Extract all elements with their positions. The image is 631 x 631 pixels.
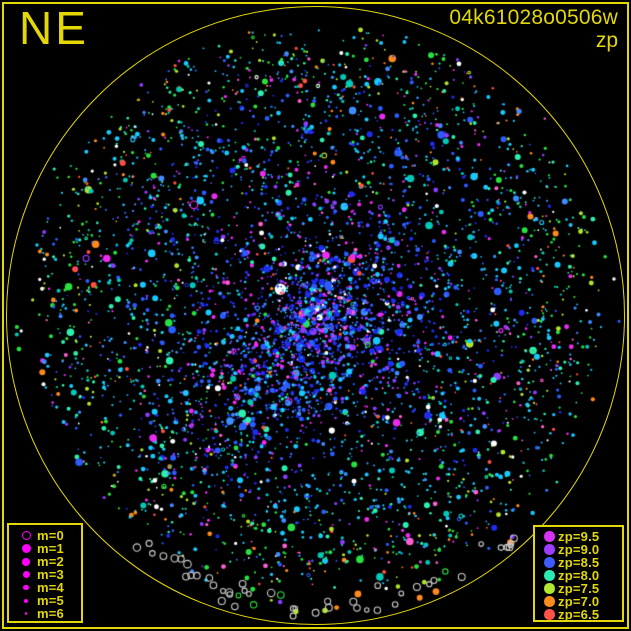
legend-label: m=3 <box>37 567 64 582</box>
zp-marker-6 <box>544 609 555 620</box>
legend-label: zp=8.0 <box>558 568 600 583</box>
legend-row: zp=8.0 <box>541 569 622 582</box>
marker-cell <box>541 531 558 542</box>
legend-row: m=3 <box>15 568 81 581</box>
legend-label: zp=8.5 <box>558 555 600 570</box>
marker-cell <box>15 612 37 615</box>
zp-marker-2 <box>544 557 555 568</box>
m-marker-1 <box>21 544 31 553</box>
marker-cell <box>15 571 37 578</box>
zp-marker-3 <box>544 570 555 581</box>
legend-label: zp=7.5 <box>558 581 600 596</box>
legend-row: zp=7.0 <box>541 595 622 608</box>
legend-row: zp=6.5 <box>541 608 622 621</box>
orientation-label: NE <box>19 2 89 54</box>
plot-title: 04k61028o0506w <box>449 6 618 29</box>
legend-label: zp=9.0 <box>558 542 600 557</box>
m-marker-6 <box>24 612 28 615</box>
marker-cell <box>15 584 37 591</box>
field-boundary-circle <box>6 6 625 625</box>
legend-label: m=2 <box>37 554 64 569</box>
m-marker-3 <box>22 571 30 578</box>
marker-cell <box>541 609 558 620</box>
legend-row: m=2 <box>15 555 81 568</box>
zp-marker-4 <box>544 583 555 594</box>
legend-row: m=4 <box>15 581 81 594</box>
legend-label: m=5 <box>37 593 64 608</box>
legend-row: zp=9.0 <box>541 543 622 556</box>
legend-row: m=6 <box>15 607 81 620</box>
m-marker-2 <box>22 557 30 566</box>
magnitude-legend: m=0 m=1 m=2 m=3 m=4 m=5 m=6 <box>7 523 83 623</box>
marker-cell <box>15 598 37 603</box>
marker-cell <box>541 596 558 607</box>
marker-cell <box>541 583 558 594</box>
zp-marker-1 <box>544 544 555 555</box>
marker-cell <box>15 557 37 566</box>
legend-row: zp=7.5 <box>541 582 622 595</box>
m-marker-5 <box>24 598 28 603</box>
zeropoint-legend: zp=9.5 zp=9.0 zp=8.5 zp=8.0 zp=7.5 zp=7.… <box>533 525 624 622</box>
marker-cell <box>541 570 558 581</box>
legend-label: zp=7.0 <box>558 594 600 609</box>
zp-marker-5 <box>544 596 555 607</box>
legend-label: zp=9.5 <box>558 529 600 544</box>
legend-row: m=0 <box>15 529 81 542</box>
legend-row: zp=8.5 <box>541 556 622 569</box>
marker-cell <box>15 531 37 540</box>
legend-row: m=5 <box>15 594 81 607</box>
legend-label: m=4 <box>37 580 64 595</box>
m-marker-4 <box>23 584 29 591</box>
legend-label: zp=6.5 <box>558 607 600 622</box>
legend-label: m=0 <box>37 528 64 543</box>
marker-cell <box>541 557 558 568</box>
zp-marker-0 <box>544 531 555 542</box>
m-marker-0 <box>21 531 31 540</box>
colorbar-label: zp <box>595 29 618 52</box>
legend-row: m=1 <box>15 542 81 555</box>
legend-row: zp=9.5 <box>541 530 622 543</box>
legend-label: m=6 <box>37 606 64 621</box>
legend-label: m=1 <box>37 541 64 556</box>
marker-cell <box>541 544 558 555</box>
marker-cell <box>15 544 37 553</box>
